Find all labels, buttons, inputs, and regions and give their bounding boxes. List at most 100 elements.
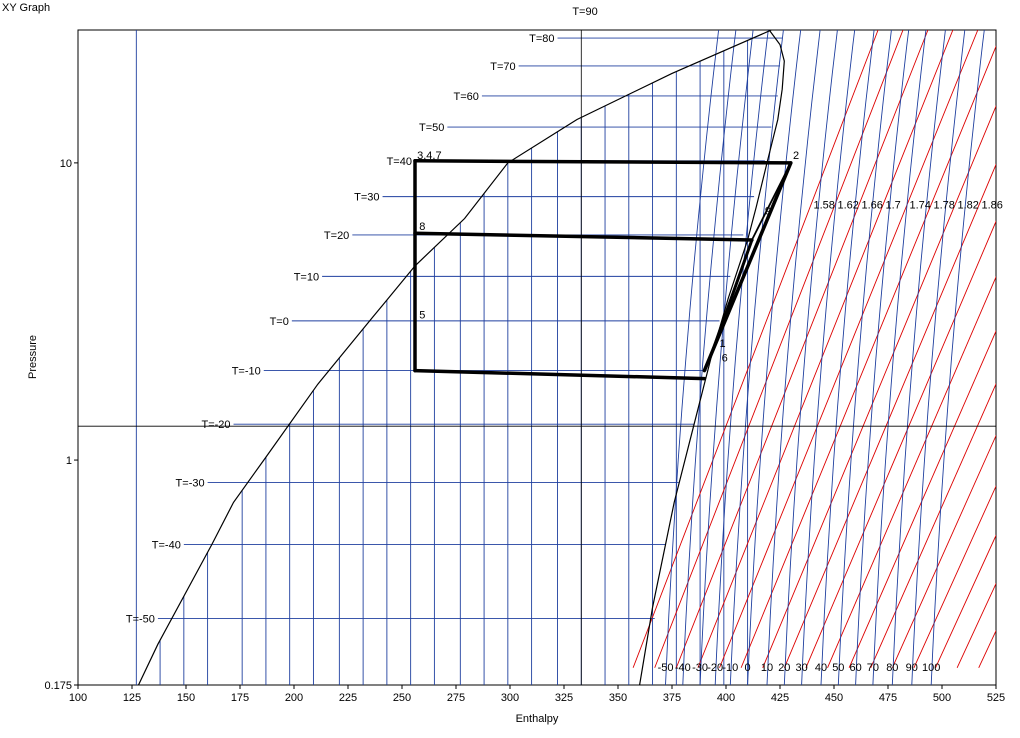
x-tick-label: 250 — [393, 692, 411, 704]
isentrope-label: 1.78 — [933, 200, 954, 212]
cycle-point-label: 8 — [419, 221, 425, 233]
isentrope-line — [827, 275, 996, 668]
isentrope-line — [740, 45, 996, 668]
superheat-isotherm-line — [911, 30, 966, 685]
cycle-segment — [413, 231, 754, 242]
isentrope-label: 1.7 — [885, 200, 900, 212]
y-tick-label: 0.175 — [44, 680, 72, 692]
x-tick-label: 525 — [987, 692, 1005, 704]
superheat-isotherm-label: -30 — [692, 662, 708, 674]
x-tick-label: 125 — [123, 692, 141, 704]
superheat-isotherms — [665, 30, 985, 685]
isentrope-line — [719, 30, 979, 668]
cycle-point-label: 6 — [722, 352, 728, 364]
x-axis-title: Enthalpy — [516, 713, 559, 725]
isentrope-line — [935, 534, 996, 668]
superheat-isotherm-label: 0 — [745, 662, 751, 674]
x-tick-label: 175 — [231, 692, 249, 704]
cycle-segment — [711, 238, 754, 352]
x-tick-label: 500 — [933, 692, 951, 704]
isentrope-label: 1.74 — [909, 200, 930, 212]
isentrope-line — [805, 220, 996, 668]
cycle-segment — [751, 161, 792, 241]
isentrope-lines — [632, 30, 996, 668]
refrigeration-cycle — [413, 159, 793, 381]
curve-labels: T=-50 T=-40 T=-30 T=-20 T=-10 T=0 T=10 T=20 T=30… — [126, 6, 1003, 674]
superheat-isotherm-line — [891, 30, 946, 685]
superheat-isotherm-label: 50 — [832, 662, 844, 674]
superheat-isotherm-label: -40 — [675, 662, 691, 674]
cycle-point-label: 1 — [720, 338, 726, 350]
isobar-label: T=10 — [294, 271, 319, 283]
superheat-isotherm-label: 100 — [922, 662, 940, 674]
superheat-isotherm-line — [801, 30, 856, 685]
x-tick-label: 375 — [663, 692, 681, 704]
x-tick-label: 425 — [771, 692, 789, 704]
isentrope-line — [783, 163, 996, 668]
plot-area[interactable] — [77, 29, 997, 686]
axes: 100 125 150 175 200 225 250 275 300 325 350 375 400 4… — [44, 158, 1005, 704]
superheat-isotherm-line — [930, 30, 985, 685]
x-tick-label: 400 — [717, 692, 735, 704]
x-tick-label: 350 — [609, 692, 627, 704]
cycle-segment — [413, 159, 793, 165]
cycle-point-label: 3,4,7 — [417, 150, 441, 162]
isentrope-line — [632, 30, 879, 668]
x-tick-label: 475 — [879, 692, 897, 704]
x-tick-label: 150 — [177, 692, 195, 704]
x-tick-label: 225 — [339, 692, 357, 704]
isobar-label: T=-10 — [232, 366, 261, 378]
superheat-isotherm-line — [682, 30, 737, 685]
x-tick-label: 275 — [447, 692, 465, 704]
superheat-isotherm-line — [837, 30, 892, 685]
cycle-segment — [413, 368, 707, 381]
isentrope-line — [762, 105, 996, 668]
y-tick-label: 10 — [60, 158, 72, 170]
superheat-isotherm-label: 90 — [906, 662, 918, 674]
superheat-isotherm-line — [855, 30, 910, 685]
superheat-isotherm-label: 10 — [761, 662, 773, 674]
superheat-isotherm-label: 30 — [795, 662, 807, 674]
superheat-isotherm-line — [665, 30, 720, 685]
superheat-isotherm-label: 20 — [778, 662, 790, 674]
isobar-label: T=30 — [354, 192, 379, 204]
crosshair — [78, 30, 996, 685]
superheat-isotherm-label: 80 — [886, 662, 898, 674]
x-tick-label: 325 — [555, 692, 573, 704]
isentrope-label: 1.66 — [861, 200, 882, 212]
graph-title: XY Graph — [2, 2, 51, 14]
isentrope-line — [913, 485, 996, 668]
isentrope-line — [891, 434, 996, 668]
isobar-label: T=0 — [270, 316, 289, 328]
cycle-point-label: 2 — [793, 150, 799, 162]
isentrope-label: 1.82 — [957, 200, 978, 212]
superheat-isotherm-label: -50 — [658, 662, 674, 674]
isentrope-label: 1.62 — [837, 200, 858, 212]
isobar-label: T=60 — [454, 91, 479, 103]
isobar-label: T=20 — [324, 230, 349, 242]
isentrope-line — [697, 30, 954, 668]
isobar-label: T=80 — [529, 33, 554, 45]
isobar-label: T=-20 — [201, 419, 230, 431]
superheat-isotherm-line — [783, 30, 838, 685]
superheat-isotherm-label: -10 — [722, 662, 738, 674]
isentrope-line — [848, 330, 996, 668]
isobar-label: T=-30 — [176, 478, 205, 490]
cycle-point-label: 9 — [765, 206, 771, 218]
cycle-point-label: 5 — [419, 309, 425, 321]
isobar-label: T=90 — [572, 6, 597, 18]
isobar-label: T=70 — [490, 61, 515, 73]
x-tick-label: 100 — [69, 692, 87, 704]
superheat-isotherm-line — [820, 30, 875, 685]
isentrope-line — [675, 30, 929, 668]
superheat-isotherm-line — [872, 30, 927, 685]
isobar-label: T=-40 — [152, 539, 181, 551]
x-tick-label: 200 — [285, 692, 303, 704]
superheat-isotherm-label: 60 — [849, 662, 861, 674]
isentrope-label: 1.86 — [981, 200, 1002, 212]
isentrope-label: 1.58 — [813, 200, 834, 212]
superheat-isotherm-line — [747, 30, 802, 685]
superheat-isotherm-line — [714, 30, 769, 685]
isobar-label: T=50 — [419, 122, 444, 134]
